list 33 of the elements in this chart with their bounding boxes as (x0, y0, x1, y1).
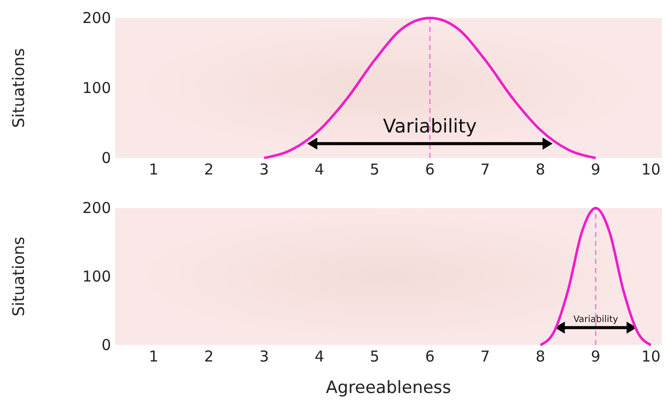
x-tick-label: 7 (480, 160, 490, 179)
y-tick-label: 100 (82, 267, 111, 286)
y-axis-title: Situations (9, 48, 28, 128)
x-tick-label: 5 (370, 160, 380, 179)
y-tick-label: 0 (101, 148, 111, 167)
x-tick-label: 8 (536, 160, 546, 179)
line-series (262, 16, 597, 160)
x-tick-label: 2 (204, 348, 214, 366)
y-tick-label: 200 (82, 8, 111, 27)
x-tick-label: 1 (148, 348, 158, 366)
x-tick-label: 9 (590, 160, 600, 179)
y-axis-title: Situations (9, 236, 28, 316)
y-tick-label: 200 (82, 198, 111, 217)
x-tick-label: 9 (590, 348, 600, 366)
x-tick-label: 10 (641, 160, 660, 179)
x-tick-label: 5 (370, 348, 380, 366)
x-tick-label: 3 (259, 348, 269, 366)
x-tick-label: 10 (641, 348, 660, 366)
annotation: Variability (573, 315, 619, 326)
y-tick-label: 0 (101, 336, 111, 354)
x-tick-label: 8 (536, 348, 546, 366)
x-axis-title: Agreeableness (326, 378, 452, 398)
annotation: Variability (383, 115, 477, 138)
x-tick-label: 3 (259, 160, 269, 179)
x-tick-label: 4 (314, 160, 324, 179)
line-series (539, 206, 652, 346)
x-tick-label: 6 (425, 348, 435, 366)
x-tick-label: 2 (204, 160, 214, 179)
y-tick-label: 100 (82, 78, 111, 97)
x-tick-label: 7 (480, 348, 490, 366)
x-tick-label: 1 (148, 160, 158, 179)
x-tick-label: 6 (425, 160, 435, 179)
x-tick-label: 4 (314, 348, 324, 366)
